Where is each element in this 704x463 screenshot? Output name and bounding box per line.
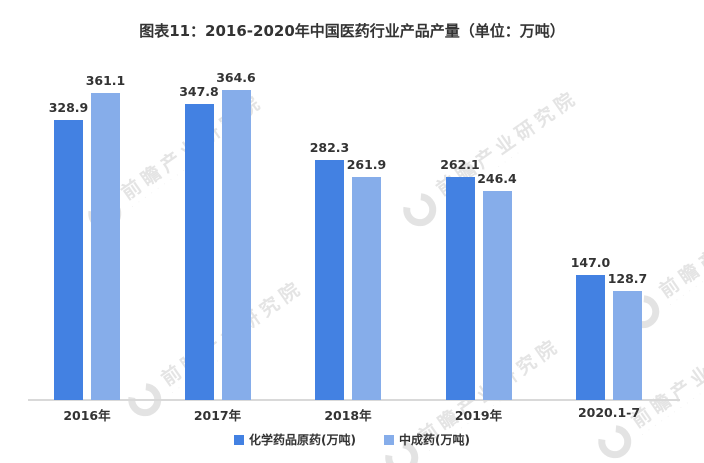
legend: 化学药品原药(万吨) 中成药(万吨) (0, 431, 704, 448)
legend-label: 化学药品原药(万吨) (249, 433, 356, 447)
bar-series2-2018年 (352, 177, 381, 400)
bar-series2-2017年 (221, 90, 251, 400)
bar-series2-2016年 (91, 93, 120, 400)
bar-series1-2017年 (184, 104, 214, 400)
x-axis-label: 2017年 (193, 408, 242, 423)
x-axis-line (28, 399, 680, 401)
bar-series1-2018年 (315, 160, 344, 400)
watermark-logo-icon (598, 425, 632, 459)
bar-series1-2016年 (54, 120, 83, 400)
x-axis-label: 2018年 (324, 408, 372, 423)
x-axis-label: 2020.1-7 (577, 405, 641, 420)
legend-item: 化学药品原药(万吨) (234, 431, 356, 448)
bar-value-label: 128.7 (607, 270, 648, 286)
bar-series1-2020.1-7 (576, 275, 605, 400)
bar-series2-2020.1-7 (613, 290, 642, 400)
watermark: 前瞻产业研究院· · · · · · · · · · · · (590, 316, 704, 463)
watermark: 前瞻产业研究院· · · · · · · · · · · · (395, 84, 589, 235)
bar-value-label: 147.0 (570, 255, 611, 271)
bar-value-label: 261.9 (346, 157, 387, 173)
bar-value-label: 262.1 (440, 157, 480, 173)
bar-value-label: 328.9 (48, 100, 89, 116)
bar-series1-2019年 (445, 177, 475, 400)
legend-swatch-icon (234, 434, 245, 445)
bar-value-label: 364.6 (216, 70, 256, 86)
legend-swatch-icon (384, 434, 394, 445)
legend-label: 中成药(万吨) (399, 433, 470, 447)
bar-value-label: 246.4 (477, 170, 517, 186)
chart-title: 图表11：2016-2020年中国医药行业产品产量（单位：万吨） (139, 22, 565, 40)
x-axis-label: 2016年 (63, 408, 111, 423)
bar-value-label: 361.1 (85, 73, 126, 89)
x-axis-label: 2019年 (454, 408, 503, 423)
watermark-logo-icon (385, 441, 419, 463)
watermark-logo-icon (403, 193, 437, 227)
bar-value-label: 347.8 (179, 84, 219, 100)
bar-series2-2019年 (482, 190, 512, 400)
watermark: 前瞻产业研究院· · · · · · · · · · · · (377, 332, 571, 463)
legend-item: 中成药(万吨) (384, 431, 470, 448)
bar-value-label: 282.3 (309, 140, 350, 156)
